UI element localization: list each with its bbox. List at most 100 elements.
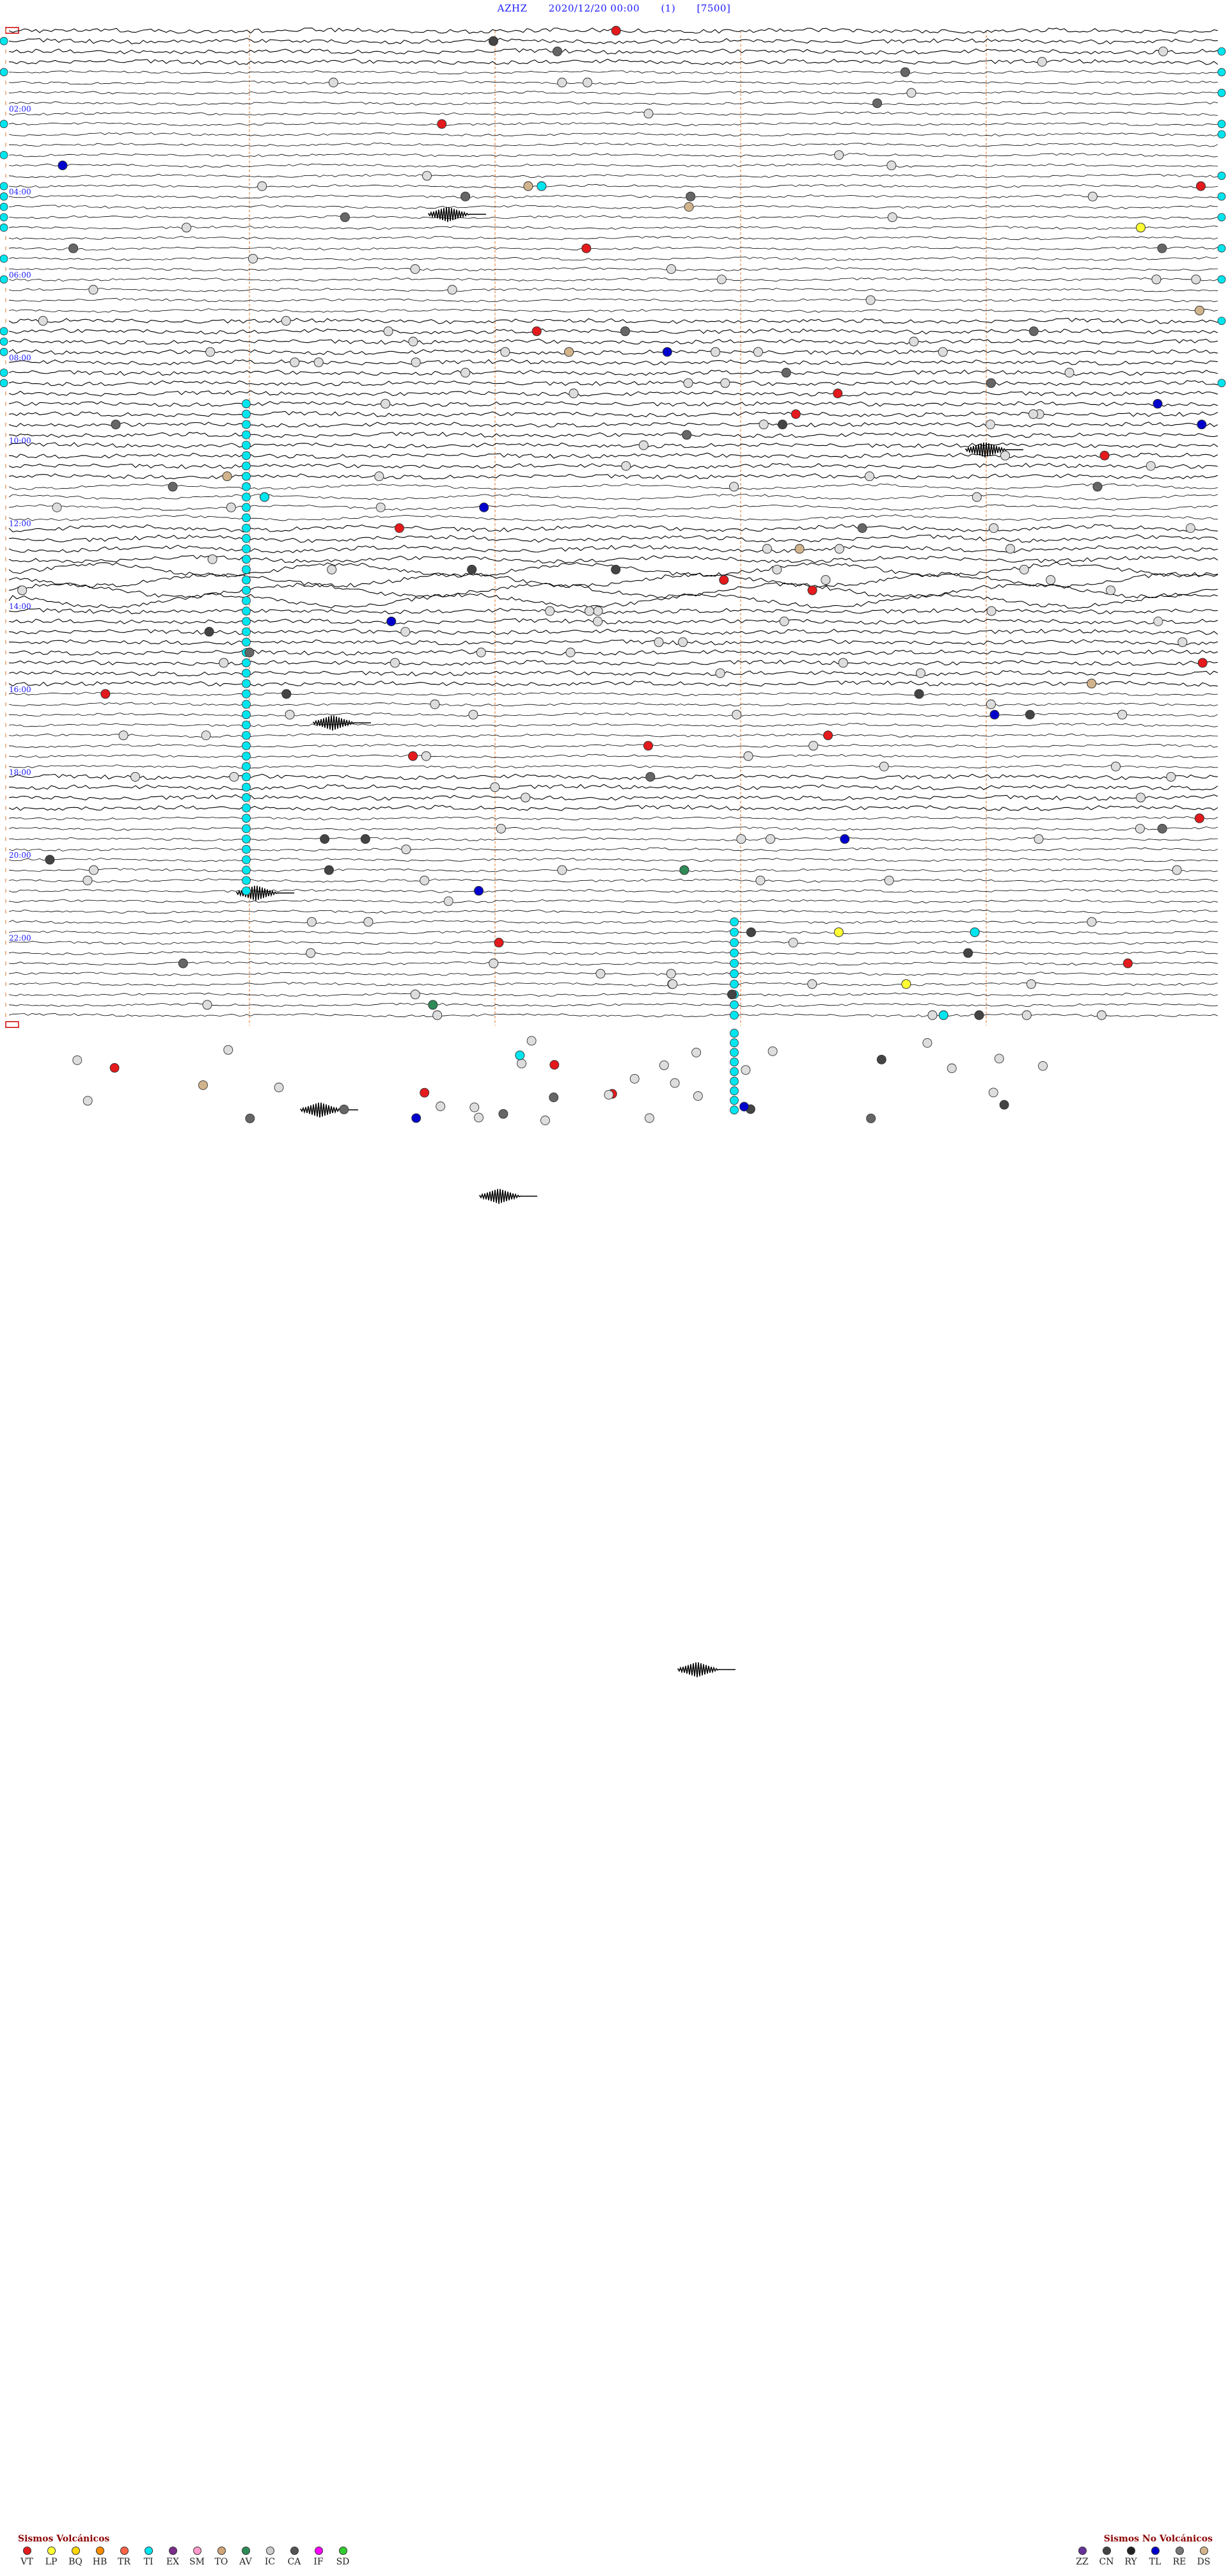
trace-row bbox=[8, 225, 1218, 230]
trace-row bbox=[8, 534, 1218, 543]
legend-volcanic-item-if: IF bbox=[310, 2547, 327, 2567]
legend-nonvolcanic-dot-tl bbox=[1151, 2547, 1160, 2555]
event-marker bbox=[794, 544, 805, 554]
event-marker bbox=[1087, 679, 1097, 689]
legend-volcanic-item-bq: BQ bbox=[67, 2547, 84, 2567]
event-marker bbox=[668, 979, 678, 989]
event-marker bbox=[565, 647, 576, 658]
event-marker bbox=[691, 1047, 702, 1057]
event-marker bbox=[678, 637, 688, 647]
event-marker bbox=[219, 658, 229, 668]
event-marker-ti bbox=[0, 68, 8, 77]
event-marker bbox=[248, 253, 258, 264]
trace-row bbox=[8, 48, 1218, 55]
event-marker-ti bbox=[1217, 88, 1226, 97]
event-marker bbox=[755, 875, 766, 885]
legend-volcanic-code-av: AV bbox=[239, 2557, 252, 2567]
event-marker-ti bbox=[1217, 68, 1226, 77]
event-marker-ti bbox=[0, 203, 8, 211]
event-marker bbox=[408, 336, 418, 347]
event-marker bbox=[807, 585, 817, 596]
event-marker bbox=[838, 658, 848, 668]
event-marker-ti bbox=[242, 844, 251, 854]
event-marker-ti bbox=[0, 379, 8, 388]
event-marker bbox=[545, 606, 555, 616]
legend-volcanic-code-to: TO bbox=[214, 2557, 228, 2567]
event-marker bbox=[857, 523, 867, 533]
event-marker-ti bbox=[242, 533, 251, 543]
event-marker-ti bbox=[0, 327, 8, 336]
trace-row bbox=[8, 878, 1218, 883]
event-marker bbox=[621, 461, 631, 471]
event-marker bbox=[1151, 274, 1161, 285]
legend-volcanic-title: Sismos Volcánicos bbox=[18, 2534, 110, 2544]
legend-volcanic-item-sm: SM bbox=[188, 2547, 206, 2567]
event-marker bbox=[360, 834, 370, 844]
event-marker bbox=[595, 968, 606, 979]
event-marker bbox=[207, 554, 217, 564]
event-marker bbox=[762, 544, 772, 554]
trace-row bbox=[8, 816, 1218, 821]
event-marker bbox=[422, 171, 432, 181]
event-marker-ti bbox=[242, 575, 251, 585]
time-label: 20:00 bbox=[9, 851, 31, 860]
event-marker bbox=[638, 440, 649, 450]
legend-volcanic-dot-ex bbox=[168, 2547, 177, 2555]
event-marker bbox=[823, 731, 833, 741]
event-marker-ti bbox=[242, 409, 251, 419]
trace-row bbox=[8, 743, 1218, 748]
event-marker bbox=[223, 1045, 233, 1055]
event-marker bbox=[970, 927, 980, 937]
event-marker bbox=[741, 1065, 751, 1075]
event-marker bbox=[659, 1060, 669, 1070]
event-marker bbox=[38, 316, 48, 326]
event-marker bbox=[447, 285, 457, 295]
event-marker bbox=[684, 201, 694, 212]
trace-row bbox=[8, 349, 1218, 355]
event-marker bbox=[420, 1087, 430, 1098]
trace-row bbox=[8, 328, 1218, 335]
event-marker bbox=[205, 347, 216, 357]
event-marker-ti bbox=[242, 720, 251, 730]
trace-row bbox=[8, 215, 1218, 219]
event-marker bbox=[222, 471, 232, 482]
event-marker bbox=[1046, 575, 1056, 585]
time-label: 12:00 bbox=[9, 519, 31, 528]
event-marker bbox=[436, 1102, 446, 1111]
event-marker-ti bbox=[730, 1000, 739, 1009]
record-datetime: 2020/12/20 00:00 bbox=[548, 3, 640, 14]
legend-volcanic-item-ti: TI bbox=[139, 2547, 157, 2567]
trace-row bbox=[8, 712, 1218, 717]
trace-row bbox=[8, 639, 1218, 645]
event-marker bbox=[807, 979, 817, 989]
trace-row bbox=[8, 1002, 1218, 1007]
event-marker bbox=[833, 388, 843, 399]
event-marker bbox=[1000, 450, 1011, 461]
record-index: (1) bbox=[661, 3, 676, 14]
event-marker bbox=[585, 606, 594, 616]
event-marker-ti bbox=[0, 182, 8, 191]
event-marker bbox=[644, 1113, 654, 1123]
trace-row bbox=[8, 582, 1218, 599]
event-marker bbox=[1166, 771, 1176, 782]
event-marker bbox=[204, 627, 214, 637]
event-marker bbox=[720, 378, 730, 388]
event-marker bbox=[909, 336, 919, 347]
event-marker bbox=[938, 1010, 949, 1020]
amplitude-scale: [7500] bbox=[697, 3, 731, 14]
legend-nonvolcanic-item-tl: TL bbox=[1146, 2547, 1164, 2567]
event-marker-ti bbox=[1217, 171, 1226, 180]
event-marker bbox=[1092, 482, 1103, 492]
trace-row bbox=[8, 733, 1218, 738]
event-marker-ti bbox=[730, 979, 739, 989]
trace-row bbox=[8, 826, 1218, 831]
event-marker bbox=[517, 1059, 526, 1069]
trace-row bbox=[8, 649, 1218, 656]
event-marker bbox=[494, 938, 504, 948]
trace-row bbox=[8, 153, 1218, 157]
trace-row bbox=[8, 473, 1218, 480]
event-marker bbox=[130, 771, 140, 782]
event-marker-ti bbox=[1217, 275, 1226, 284]
event-marker bbox=[526, 1036, 537, 1046]
